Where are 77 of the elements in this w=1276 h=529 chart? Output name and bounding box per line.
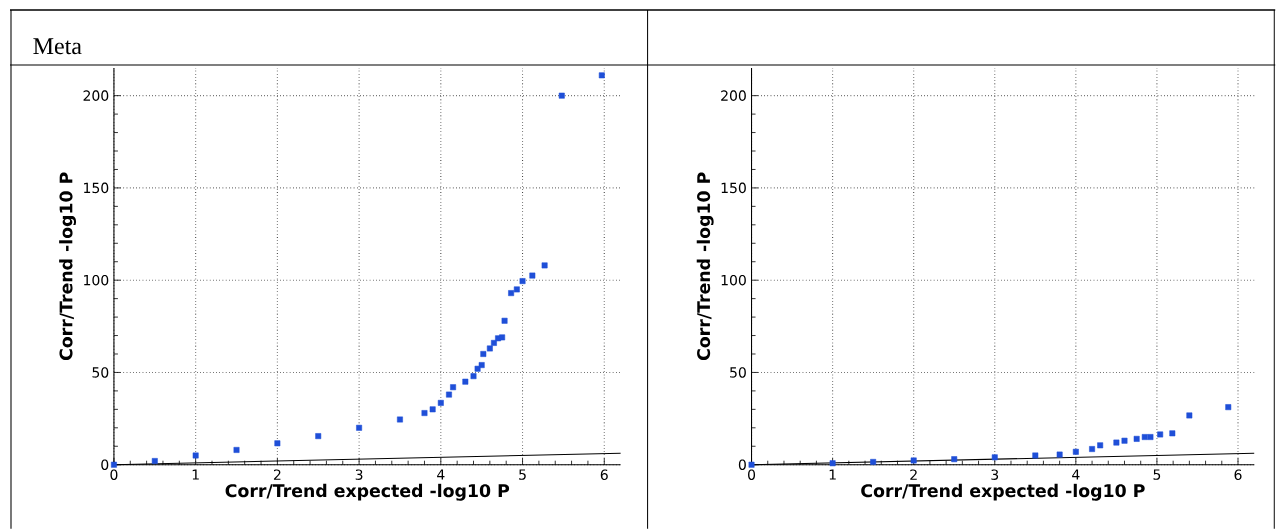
- point: [446, 391, 452, 398]
- point: [486, 345, 493, 352]
- point: [1225, 404, 1232, 410]
- point: [558, 92, 565, 99]
- point: [437, 399, 444, 406]
- point: [598, 72, 605, 79]
- x-axis-title: Corr/Trend expected -log10 P: [225, 483, 510, 501]
- point: [462, 378, 469, 385]
- x-tick-label: 6: [1234, 469, 1242, 480]
- y-tick-label: 200: [83, 90, 109, 101]
- y-tick-label: 0: [101, 459, 109, 470]
- point: [513, 286, 520, 293]
- point: [1056, 451, 1063, 458]
- point: [111, 461, 117, 468]
- point: [748, 461, 755, 468]
- point: [1133, 435, 1140, 442]
- y-tick-label: 200: [721, 90, 746, 101]
- y-tick-label: 100: [721, 274, 746, 286]
- point: [508, 290, 515, 296]
- point: [1032, 452, 1039, 459]
- point: [529, 272, 536, 279]
- x-tick-label: 2: [910, 469, 917, 480]
- x-tick-label: 5: [519, 469, 526, 480]
- point: [910, 457, 917, 464]
- x-tick-label: 4: [1072, 469, 1080, 480]
- point: [1121, 437, 1128, 444]
- point: [151, 457, 158, 464]
- point: [233, 446, 240, 453]
- point: [421, 410, 428, 416]
- x-tick-label: 1: [829, 469, 836, 480]
- x-tick-label: 4: [437, 469, 445, 480]
- chart-title: Meta: [33, 38, 82, 55]
- point: [397, 416, 403, 423]
- point: [1186, 412, 1193, 419]
- point: [356, 424, 363, 431]
- y-tick-label: 0: [738, 459, 746, 470]
- point: [519, 278, 526, 284]
- point: [450, 384, 457, 391]
- x-tick-label: 3: [355, 469, 363, 480]
- x-tick-label: 6: [600, 469, 608, 480]
- point: [1097, 442, 1104, 449]
- point: [991, 454, 998, 461]
- y-tick-label: 150: [721, 182, 746, 194]
- y-axis-title: Corr/Trend -log10 P: [696, 172, 714, 361]
- point: [480, 350, 487, 357]
- point: [470, 373, 477, 379]
- point: [499, 334, 506, 341]
- point: [274, 440, 281, 447]
- y-tick-label: 100: [84, 274, 109, 286]
- y-axis-title: Corr/Trend -log10 P: [59, 172, 77, 361]
- point: [1169, 430, 1176, 437]
- point: [870, 458, 877, 465]
- y-tick-label: 50: [92, 367, 109, 378]
- point: [192, 452, 199, 459]
- y-tick-label: 50: [730, 367, 746, 378]
- point: [491, 339, 497, 346]
- y-tick-label: 150: [84, 182, 109, 194]
- point: [951, 456, 958, 463]
- x-tick-label: 3: [991, 469, 999, 480]
- x-axis-title: Corr/Trend expected -log10 P: [861, 483, 1145, 501]
- point: [1141, 434, 1148, 440]
- point: [1113, 439, 1120, 446]
- point: [829, 460, 836, 467]
- x-tick-label: 0: [110, 469, 118, 480]
- point: [1147, 434, 1154, 440]
- x-tick-label: 1: [192, 469, 199, 480]
- point: [429, 406, 436, 413]
- point: [478, 362, 485, 368]
- point: [1157, 431, 1164, 438]
- point: [315, 433, 322, 439]
- x-tick-label: 5: [1153, 469, 1161, 480]
- point: [1072, 448, 1079, 455]
- x-tick-label: 0: [748, 469, 756, 480]
- x-tick-label: 2: [273, 469, 281, 480]
- point: [1089, 446, 1095, 452]
- point: [541, 262, 548, 269]
- point: [501, 317, 508, 324]
